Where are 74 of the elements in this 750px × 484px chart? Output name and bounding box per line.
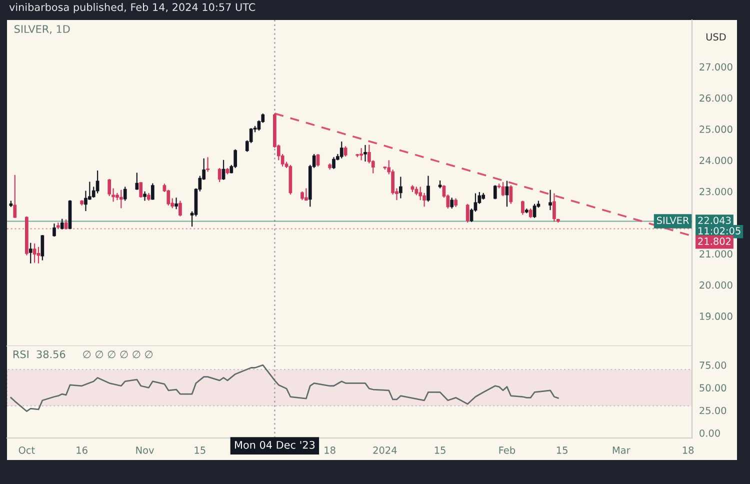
y-tick-label: 25.000 [700, 126, 732, 133]
candlestick [13, 174, 17, 218]
candlestick [364, 144, 367, 162]
candlestick [143, 190, 146, 202]
candlestick [360, 148, 363, 161]
candlestick [509, 184, 513, 204]
candlestick [218, 167, 222, 183]
candlestick [426, 175, 430, 202]
candlestick [135, 172, 139, 190]
chart-subtitle: SILVER, 1D [14, 25, 70, 34]
candlestick [466, 203, 470, 224]
y-tick-label: 24.000 [700, 156, 732, 164]
chart-title: vinibarbosa published, Feb 14, 2024 10:57 UTC [9, 3, 256, 14]
x-tick-label: 18 [324, 446, 336, 454]
candlestick [119, 189, 123, 209]
candlestick [206, 156, 210, 172]
candlestick [340, 140, 344, 159]
candlestick [150, 182, 154, 200]
y-tick-label: 20.000 [700, 281, 732, 289]
x-tick-label: Nov [136, 446, 154, 454]
candlestick [521, 200, 524, 216]
line-series [10, 364, 559, 412]
x-tick-label: 18 [682, 446, 694, 454]
x-tick-label: 15 [556, 446, 568, 454]
y-tick-label: 0.00 [700, 429, 720, 437]
candlestick [552, 192, 556, 222]
candlestick [96, 170, 100, 194]
text: 11:02:05 [698, 227, 740, 234]
candlestick [36, 246, 40, 264]
candlestick [548, 189, 552, 211]
y-tick-label: 23.000 [700, 188, 732, 196]
y-tick-label: 50.00 [700, 384, 726, 392]
candlestick [139, 182, 143, 198]
annotation: ∅ ∅ ∅ ∅ ∅ ∅ [83, 350, 153, 358]
candlestick [505, 180, 509, 208]
candlestick [344, 146, 348, 158]
text: 21.802 [698, 238, 731, 245]
candlestick [64, 218, 68, 230]
candlestick [332, 156, 336, 170]
x-tick-label: Feb [499, 446, 516, 454]
y-axis-title: USD [706, 33, 726, 41]
x-tick-label: Mar [612, 446, 630, 454]
y-tick-label: 19.000 [700, 312, 732, 320]
candlestick [52, 222, 56, 238]
candlestick [123, 186, 127, 202]
candlestick [32, 242, 36, 264]
candlestick [304, 188, 308, 202]
y-tick-label: 27.000 [700, 63, 732, 71]
candlestick [399, 176, 402, 199]
text: 22.043 [698, 216, 731, 224]
x-tick-label: 15 [434, 446, 446, 454]
x-tick-label: 16 [76, 446, 88, 454]
y-tick-label: 21.000 [700, 250, 732, 258]
candlestick [501, 182, 505, 197]
y-tick-label: 26.000 [700, 94, 732, 102]
y-tick-label: 25.00 [700, 406, 726, 414]
candlestick [532, 203, 536, 218]
x-tick-label: 2024 [373, 446, 397, 454]
annotation: RSI 38.56 [14, 350, 66, 358]
x-tick-label: 15 [194, 446, 206, 454]
candlestick [178, 200, 182, 217]
x-tick-label: Oct [18, 446, 35, 454]
ref-line-label: Mon 04 Dec '23 [235, 440, 315, 449]
candlestick [222, 159, 226, 180]
candlestick [174, 197, 178, 210]
candlestick [28, 242, 32, 264]
candlestick [528, 208, 532, 218]
y-tick-label: 75.00 [700, 362, 726, 369]
candlestick [60, 218, 64, 230]
candlestick [493, 184, 497, 200]
candlestick [40, 234, 44, 261]
candlestick [450, 197, 454, 210]
ref-line-label: SILVER [656, 216, 689, 224]
candlestick [316, 153, 320, 168]
